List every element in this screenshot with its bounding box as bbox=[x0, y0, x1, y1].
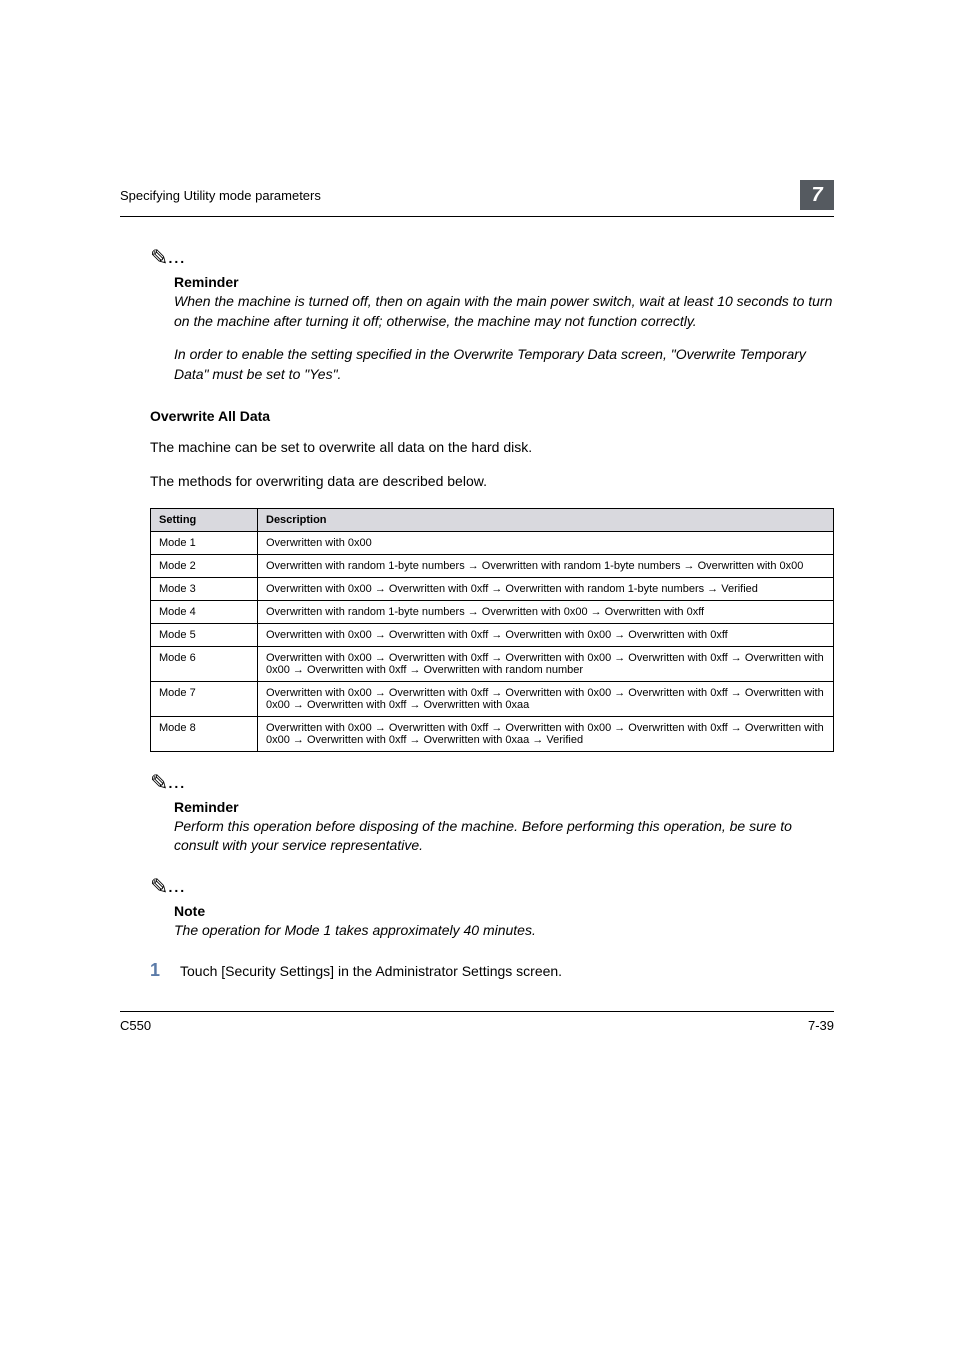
mode-cell: Mode 1 bbox=[151, 531, 258, 554]
reminder-para-2: In order to enable the setting specified… bbox=[174, 345, 834, 384]
step-1: 1 Touch [Security Settings] in the Admin… bbox=[150, 960, 834, 981]
step-text: Touch [Security Settings] in the Adminis… bbox=[180, 963, 562, 979]
table-row: Mode 2 Overwritten with random 1-byte nu… bbox=[151, 554, 834, 577]
mode-cell: Mode 2 bbox=[151, 554, 258, 577]
desc-cell: Overwritten with 0x00 → Overwritten with… bbox=[258, 646, 834, 681]
pencil-icon: ✎ bbox=[150, 247, 168, 269]
desc-cell: Overwritten with 0x00 bbox=[258, 531, 834, 554]
note-body: The operation for Mode 1 takes approxima… bbox=[174, 921, 834, 941]
pencil-icon: ✎ bbox=[150, 772, 168, 794]
table-row: Mode 4 Overwritten with random 1-byte nu… bbox=[151, 600, 834, 623]
footer-right: 7-39 bbox=[808, 1018, 834, 1033]
header-rule bbox=[120, 216, 834, 217]
overwrite-intro-2: The methods for overwriting data are des… bbox=[150, 472, 834, 492]
desc-cell: Overwritten with random 1-byte numbers →… bbox=[258, 554, 834, 577]
table-row: Mode 8 Overwritten with 0x00 → Overwritt… bbox=[151, 716, 834, 751]
modes-table: Setting Description Mode 1 Overwritten w… bbox=[150, 508, 834, 752]
running-head: Specifying Utility mode parameters 7 bbox=[120, 180, 834, 210]
mode-cell: Mode 6 bbox=[151, 646, 258, 681]
reminder-block-2: ✎... Reminder Perform this operation bef… bbox=[150, 772, 834, 856]
table-header-description: Description bbox=[258, 508, 834, 531]
table-row: Mode 3 Overwritten with 0x00 → Overwritt… bbox=[151, 577, 834, 600]
mode-cell: Mode 3 bbox=[151, 577, 258, 600]
desc-cell: Overwritten with 0x00 → Overwritten with… bbox=[258, 623, 834, 646]
overwrite-intro-1: The machine can be set to overwrite all … bbox=[150, 438, 834, 458]
desc-cell: Overwritten with 0x00 → Overwritten with… bbox=[258, 716, 834, 751]
desc-cell: Overwritten with random 1-byte numbers →… bbox=[258, 600, 834, 623]
overwrite-heading: Overwrite All Data bbox=[150, 408, 834, 424]
reminder-heading: Reminder bbox=[174, 274, 834, 290]
table-row: Mode 5 Overwritten with 0x00 → Overwritt… bbox=[151, 623, 834, 646]
step-number: 1 bbox=[150, 960, 180, 981]
ellipsis-icon: ... bbox=[168, 250, 186, 266]
desc-cell: Overwritten with 0x00 → Overwritten with… bbox=[258, 577, 834, 600]
reminder-body: When the machine is turned off, then on … bbox=[174, 292, 834, 384]
table-row: Mode 7 Overwritten with 0x00 → Overwritt… bbox=[151, 681, 834, 716]
reminder-para-1: When the machine is turned off, then on … bbox=[174, 292, 834, 331]
ellipsis-icon: ... bbox=[168, 879, 186, 895]
reminder-heading-2: Reminder bbox=[174, 799, 834, 815]
reminder-block-1: ✎... Reminder When the machine is turned… bbox=[150, 247, 834, 384]
page-footer: C550 7-39 bbox=[120, 1011, 834, 1033]
note-heading: Note bbox=[174, 903, 834, 919]
desc-cell: Overwritten with 0x00 → Overwritten with… bbox=[258, 681, 834, 716]
footer-left: C550 bbox=[120, 1018, 151, 1033]
note-block: ✎... Note The operation for Mode 1 takes… bbox=[150, 876, 834, 941]
mode-cell: Mode 7 bbox=[151, 681, 258, 716]
mode-cell: Mode 8 bbox=[151, 716, 258, 751]
reminder2-para: Perform this operation before disposing … bbox=[174, 817, 834, 856]
table-header-row: Setting Description bbox=[151, 508, 834, 531]
mode-cell: Mode 4 bbox=[151, 600, 258, 623]
table-row: Mode 1 Overwritten with 0x00 bbox=[151, 531, 834, 554]
pencil-icon: ✎ bbox=[150, 876, 168, 898]
content-area: ✎... Reminder When the machine is turned… bbox=[120, 247, 834, 981]
reminder-body-2: Perform this operation before disposing … bbox=[174, 817, 834, 856]
section-number-box: 7 bbox=[800, 180, 834, 210]
mode-cell: Mode 5 bbox=[151, 623, 258, 646]
table-row: Mode 6 Overwritten with 0x00 → Overwritt… bbox=[151, 646, 834, 681]
page: Specifying Utility mode parameters 7 ✎..… bbox=[0, 0, 954, 1093]
note-para: The operation for Mode 1 takes approxima… bbox=[174, 921, 834, 941]
ellipsis-icon: ... bbox=[168, 775, 186, 791]
running-head-text: Specifying Utility mode parameters bbox=[120, 188, 321, 203]
table-header-setting: Setting bbox=[151, 508, 258, 531]
